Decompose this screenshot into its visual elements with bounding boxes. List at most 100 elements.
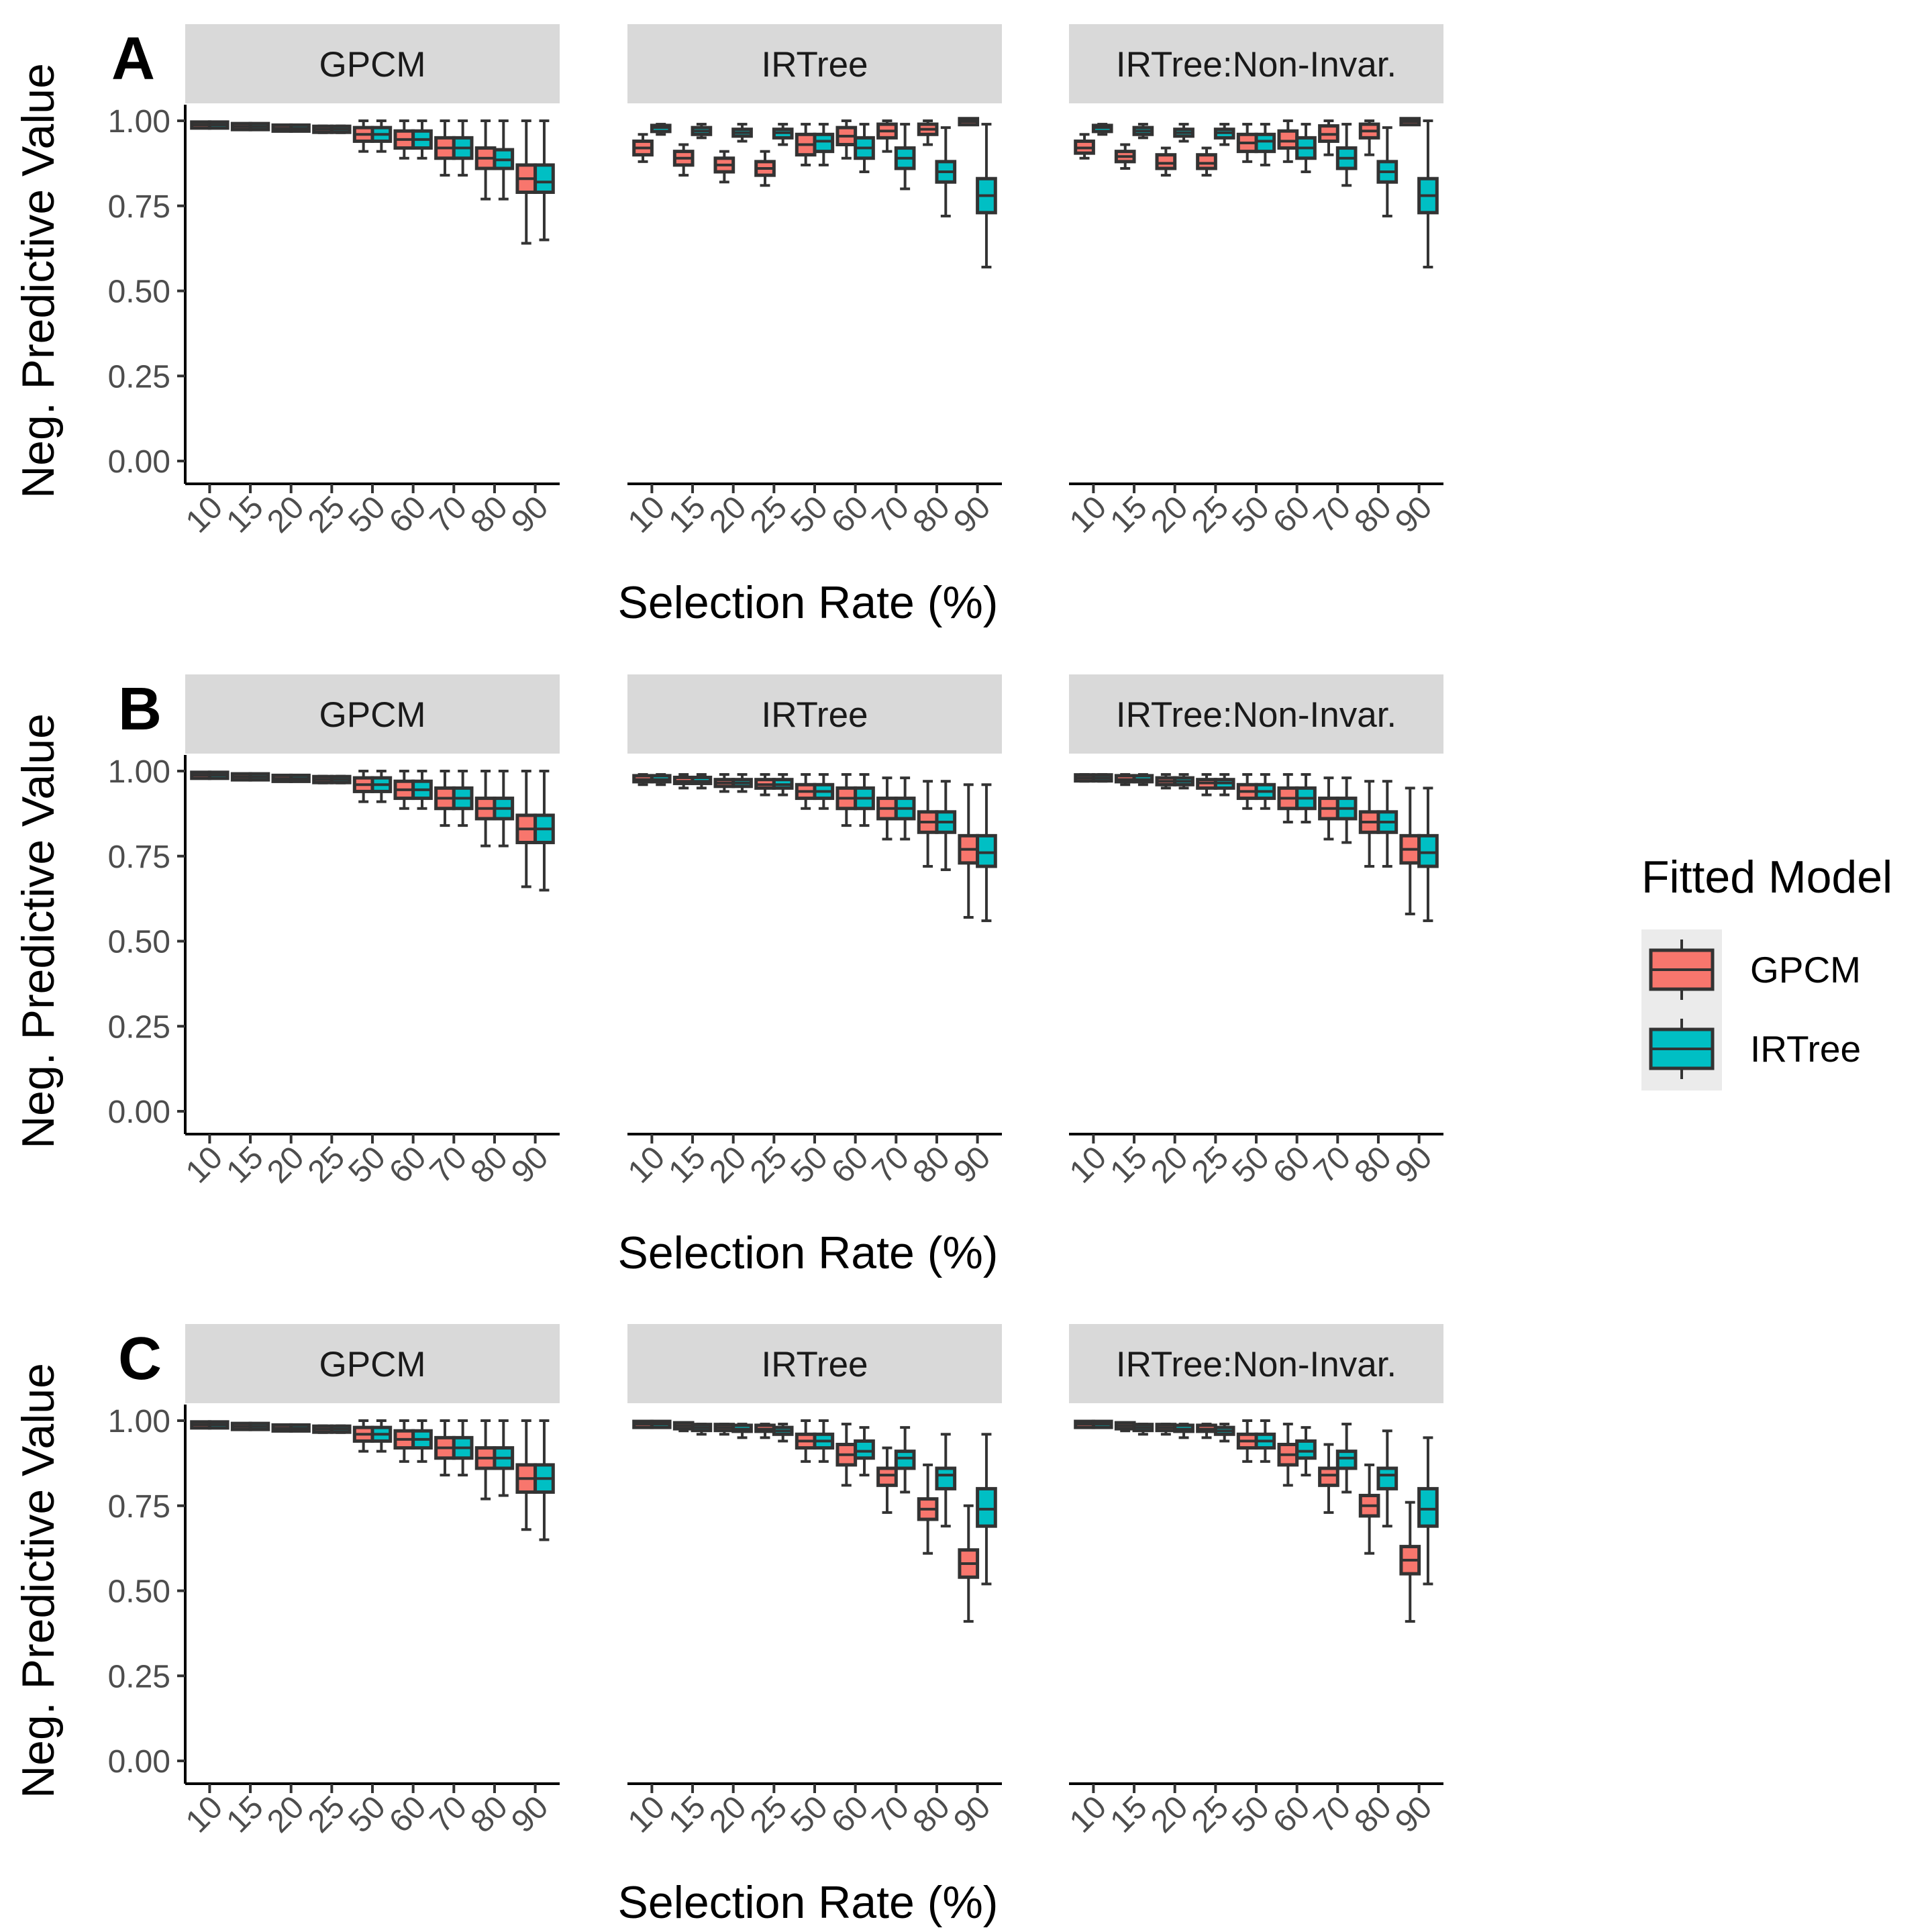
box-gpcm-90 [1399, 117, 1421, 127]
box-gpcm-60 [393, 770, 415, 810]
facet-panel-b-1: GPCM0.000.250.500.751.001015202550607080… [108, 674, 560, 1190]
box-gpcm-50 [795, 773, 817, 810]
box-irtree-80 [935, 126, 957, 217]
x-tick-label: 90 [947, 489, 997, 540]
box-iqr [533, 163, 555, 194]
facet-strip-label: IRTree [761, 45, 868, 85]
box-iqr [813, 132, 835, 154]
box-gpcm-80 [1358, 119, 1380, 156]
facet-strip-label: GPCM [319, 695, 426, 735]
facet-strip [1069, 24, 1443, 103]
y-tick-label: 0.50 [108, 925, 170, 960]
x-axis-title: Selection Rate (%) [618, 1877, 999, 1928]
box-gpcm-10 [190, 1420, 211, 1430]
box-irtree-20 [731, 123, 753, 143]
box-irtree-60 [411, 770, 433, 810]
box-iqr [1295, 1439, 1317, 1460]
box-gpcm-80 [917, 780, 939, 868]
box-gpcm-10 [632, 1419, 654, 1429]
box-irtree-90 [533, 770, 555, 892]
box-irtree-15 [248, 772, 270, 782]
box-irtree-80 [1376, 126, 1399, 217]
facet-strip-label: GPCM [319, 1345, 426, 1384]
facet-panel-c-1: GPCM0.000.250.500.751.001015202550607080… [108, 1324, 560, 1840]
box-gpcm-15 [672, 773, 695, 790]
legend-label: IRTree [1750, 1028, 1861, 1070]
box-irtree-25 [329, 124, 352, 134]
box-gpcm-60 [1277, 119, 1299, 163]
box-irtree-15 [1132, 123, 1154, 140]
box-irtree-10 [650, 123, 672, 136]
box-irtree-80 [1376, 780, 1399, 868]
box-gpcm-90 [515, 119, 538, 245]
box-iqr [1155, 153, 1177, 170]
box-irtree-70 [894, 123, 916, 191]
facet-strip-label: IRTree [761, 1345, 868, 1384]
row-label-a: A [111, 26, 155, 93]
box-gpcm-25 [312, 774, 334, 784]
box-irtree-80 [935, 780, 957, 872]
box-gpcm-50 [1236, 123, 1258, 163]
x-tick-label: 90 [505, 1789, 555, 1839]
box-gpcm-25 [1196, 773, 1217, 797]
x-tick-label: 90 [505, 489, 555, 540]
box-irtree-50 [1254, 123, 1276, 166]
box-gpcm-80 [1358, 780, 1380, 868]
box-irtree-50 [1254, 773, 1276, 810]
y-tick-label: 0.00 [108, 444, 170, 480]
box-gpcm-10 [190, 770, 211, 780]
box-irtree-50 [813, 123, 835, 166]
box-irtree-20 [1173, 773, 1194, 790]
box-gpcm-25 [754, 150, 776, 187]
box-irtree-70 [1335, 776, 1358, 844]
box-gpcm-20 [1155, 1423, 1177, 1436]
facet-strip-label: IRTree [761, 695, 868, 735]
box-gpcm-70 [434, 1419, 456, 1477]
y-tick-label: 0.00 [108, 1095, 170, 1130]
box-gpcm-20 [713, 150, 735, 184]
box-irtree-15 [691, 1423, 713, 1436]
box-gpcm-50 [795, 1419, 817, 1463]
box-gpcm-60 [393, 119, 415, 160]
box-gpcm-50 [352, 1419, 374, 1453]
box-gpcm-70 [876, 119, 898, 153]
box-gpcm-80 [1358, 1463, 1380, 1555]
y-tick-label: 1.00 [108, 1404, 170, 1439]
box-gpcm-25 [1196, 146, 1217, 177]
box-irtree-25 [329, 774, 352, 784]
x-tick-label: 90 [1388, 489, 1439, 540]
box-irtree-50 [370, 119, 393, 153]
y-tick-label: 1.00 [108, 754, 170, 790]
box-gpcm-15 [672, 1421, 695, 1433]
box-gpcm-90 [1399, 786, 1421, 915]
box-irtree-80 [1376, 1429, 1399, 1528]
box-gpcm-80 [474, 770, 497, 848]
box-gpcm-70 [876, 1446, 898, 1514]
box-gpcm-60 [393, 1419, 415, 1463]
legend-title: Fitted Model [1641, 852, 1892, 903]
box-gpcm-60 [835, 119, 858, 160]
box-irtree-20 [731, 1423, 753, 1439]
x-tick-label: 90 [947, 1789, 997, 1839]
box-iqr [876, 1466, 898, 1487]
box-irtree-60 [854, 1426, 875, 1477]
box-gpcm-10 [632, 773, 654, 786]
facet-strip-label: IRTree:Non-Invar. [1116, 1345, 1396, 1384]
y-axis-title: Neg. Predictive Value [13, 63, 64, 499]
y-tick-label: 0.25 [108, 1659, 170, 1694]
box-gpcm-25 [754, 773, 776, 797]
box-irtree-90 [1417, 786, 1439, 923]
box-irtree-10 [207, 1420, 230, 1430]
box-irtree-20 [289, 773, 311, 783]
facet-strip [185, 1324, 560, 1403]
box-irtree-70 [1335, 1423, 1358, 1494]
box-irtree-25 [772, 773, 794, 797]
facet-strip [185, 674, 560, 754]
box-irtree-15 [248, 1421, 270, 1431]
